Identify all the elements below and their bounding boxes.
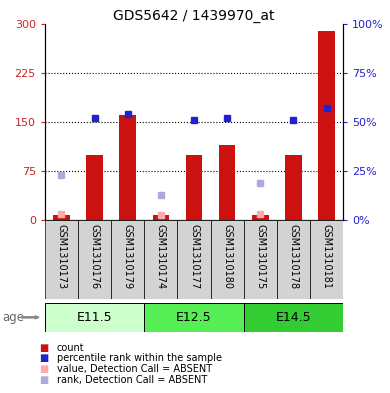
Text: ■: ■ (39, 353, 48, 364)
Bar (211, 220, 244, 299)
Bar (111, 220, 144, 299)
Text: percentile rank within the sample: percentile rank within the sample (57, 353, 222, 364)
Text: count: count (57, 343, 84, 353)
Text: E12.5: E12.5 (176, 311, 212, 324)
Text: GSM1310174: GSM1310174 (156, 224, 166, 289)
Text: GSM1310178: GSM1310178 (289, 224, 298, 289)
Bar (318, 31, 335, 220)
Text: value, Detection Call = ABSENT: value, Detection Call = ABSENT (57, 364, 212, 374)
Bar (310, 220, 343, 299)
Bar (244, 303, 343, 332)
Title: GDS5642 / 1439970_at: GDS5642 / 1439970_at (113, 9, 275, 22)
Text: GSM1310175: GSM1310175 (255, 224, 265, 289)
Bar (119, 115, 136, 220)
Bar (285, 154, 302, 220)
Text: GSM1310180: GSM1310180 (222, 224, 232, 289)
Bar (244, 220, 277, 299)
Bar (177, 220, 211, 299)
Text: rank, Detection Call = ABSENT: rank, Detection Call = ABSENT (57, 375, 207, 385)
Bar (53, 215, 70, 220)
Text: ■: ■ (39, 343, 48, 353)
Text: E11.5: E11.5 (77, 311, 112, 324)
Text: E14.5: E14.5 (276, 311, 311, 324)
Text: ■: ■ (39, 375, 48, 385)
Text: GSM1310181: GSM1310181 (322, 224, 332, 289)
Bar (186, 154, 202, 220)
Text: GSM1310179: GSM1310179 (123, 224, 133, 289)
Bar (45, 303, 144, 332)
Bar (252, 215, 269, 220)
Text: ■: ■ (39, 364, 48, 374)
Bar (277, 220, 310, 299)
Text: age: age (2, 311, 24, 324)
Text: GSM1310176: GSM1310176 (90, 224, 99, 289)
Bar (144, 220, 177, 299)
Text: GSM1310173: GSM1310173 (57, 224, 66, 289)
Text: GSM1310177: GSM1310177 (189, 224, 199, 289)
Bar (144, 303, 244, 332)
Bar (152, 215, 169, 220)
Bar (78, 220, 111, 299)
Bar (45, 220, 78, 299)
Bar (86, 154, 103, 220)
Bar (219, 145, 236, 220)
